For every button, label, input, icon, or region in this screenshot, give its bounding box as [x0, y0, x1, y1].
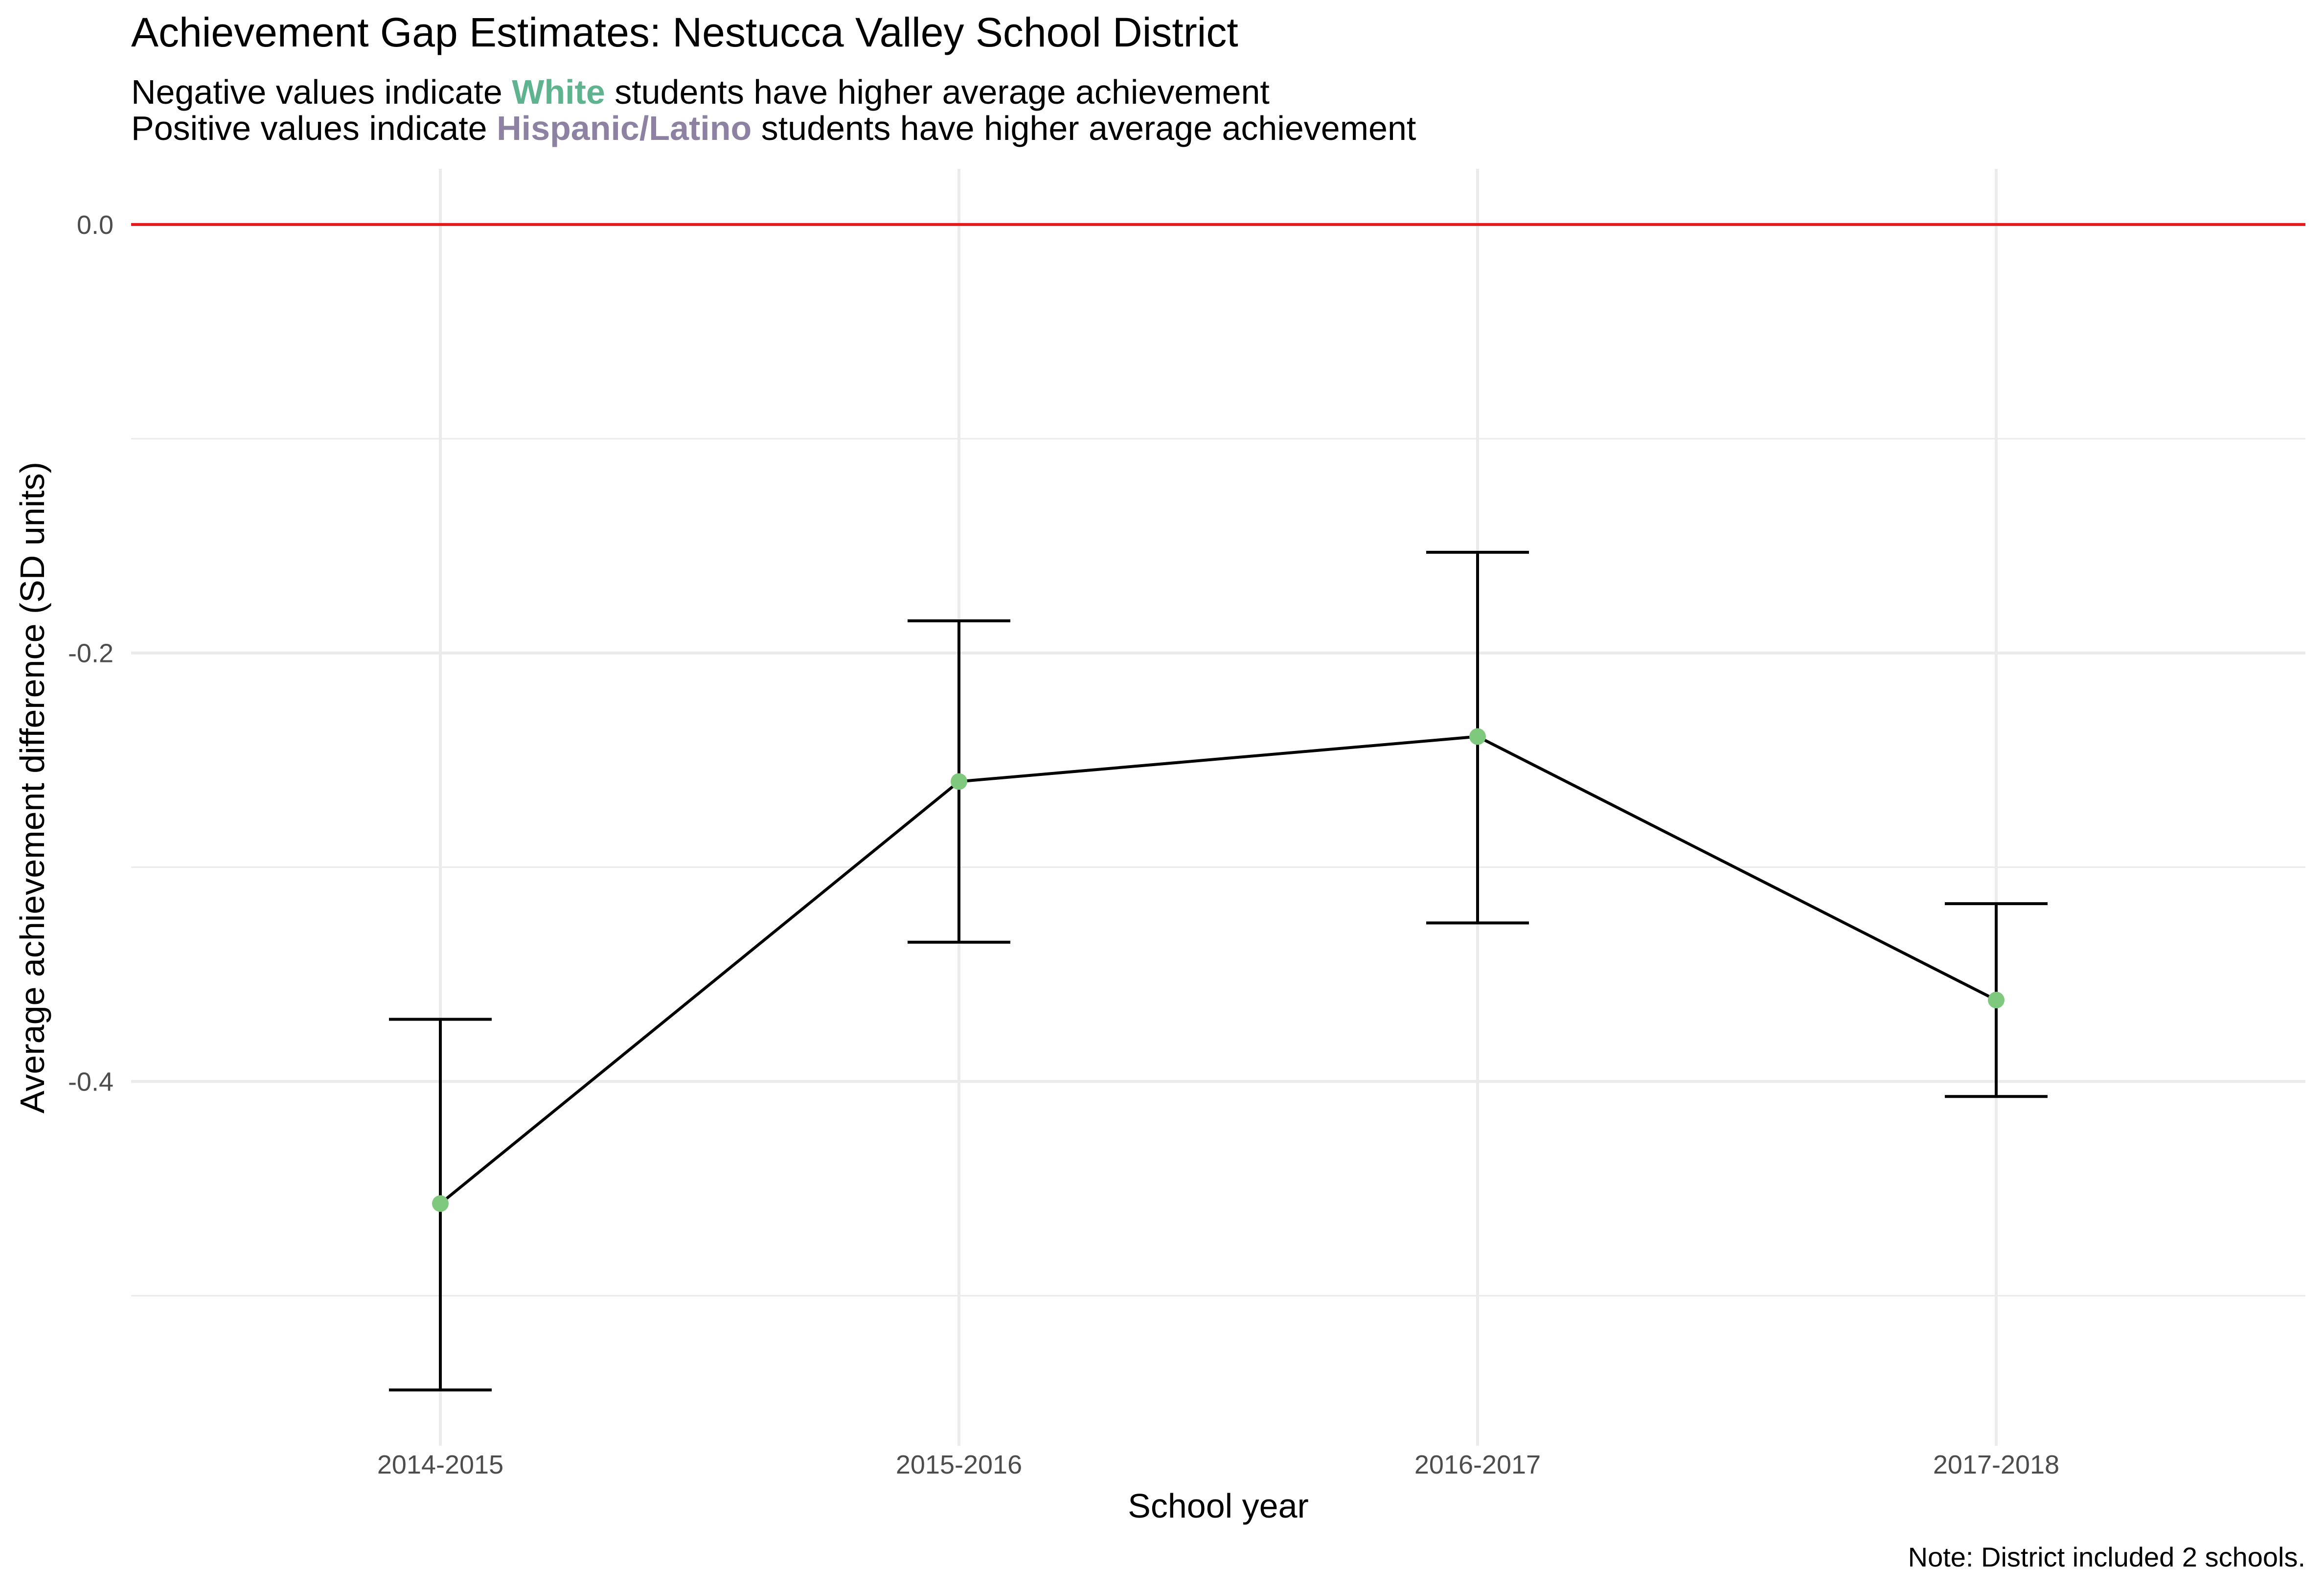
chart-title: Achievement Gap Estimates: Nestucca Vall…: [131, 9, 1238, 55]
data-point: [432, 1195, 449, 1212]
footnote: Note: District included 2 schools.: [1908, 1542, 2305, 1572]
error-bars: [389, 550, 2048, 1392]
x-tick-label: 2017-2018: [1933, 1450, 2059, 1479]
subtitle-negative-prefix: Negative values indicate: [131, 73, 512, 111]
x-tick-label: 2015-2016: [896, 1450, 1022, 1479]
x-tick-labels: 2014-2015 2015-2016 2016-2017 2017-2018: [377, 1450, 2059, 1479]
subtitle-negative-suffix: students have higher average achievement: [605, 73, 1270, 111]
subtitle-positive-prefix: Positive values indicate: [131, 109, 497, 147]
minor-gridlines: [131, 438, 2305, 1296]
subtitle-hispanic-highlight: Hispanic/Latino: [497, 109, 752, 147]
y-tick-label: -0.4: [68, 1068, 114, 1097]
subtitle-positive-suffix: students have higher average achievement: [752, 109, 1416, 147]
chart-subtitle-negative: Negative values indicate White students …: [131, 72, 1270, 112]
chart-subtitle-positive: Positive values indicate Hispanic/Latino…: [131, 109, 1416, 148]
y-tick-label: -0.2: [68, 639, 114, 668]
x-tick-label: 2016-2017: [1414, 1450, 1541, 1479]
data-points: [432, 728, 2005, 1212]
series-line-group: [439, 735, 1997, 1205]
series-line: [439, 735, 1997, 1205]
x-axis-title: School year: [1128, 1487, 1309, 1525]
data-point: [1469, 728, 1486, 745]
data-point: [951, 773, 967, 790]
y-tick-label: 0.0: [77, 210, 114, 240]
data-point: [1988, 992, 2005, 1009]
x-tick-label: 2014-2015: [377, 1450, 503, 1479]
major-gridlines: [131, 169, 2305, 1446]
y-axis-title: Average achievement difference (SD units…: [13, 462, 51, 1113]
y-tick-labels: 0.0 -0.2 -0.4: [68, 210, 114, 1097]
subtitle-white-highlight: White: [512, 73, 605, 111]
